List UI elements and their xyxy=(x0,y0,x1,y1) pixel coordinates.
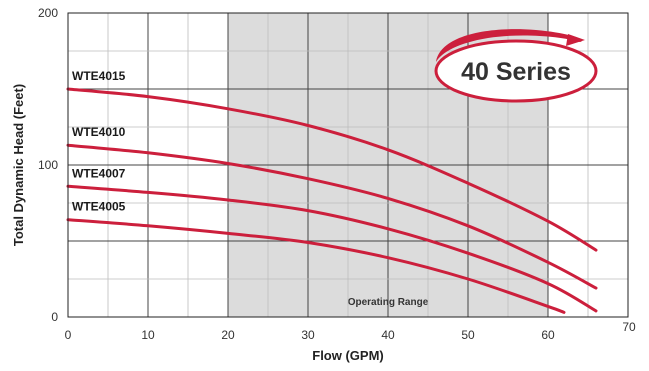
x-tick-label: 0 xyxy=(65,328,72,342)
series-badge: 40 Series xyxy=(434,29,598,103)
curve-label-wte4010: WTE4010 xyxy=(72,125,126,139)
x-tick-label: 50 xyxy=(461,328,475,342)
badge-arrowhead xyxy=(566,34,585,46)
badge-swoosh xyxy=(436,29,582,62)
x-tick-label: 70 xyxy=(622,320,636,334)
x-tick-label: 60 xyxy=(541,328,555,342)
badge-oval xyxy=(434,39,598,103)
curve-wte4010 xyxy=(66,143,598,290)
y-axis-title: Total Dynamic Head (Feet) xyxy=(11,84,26,246)
y-tick-label: 0 xyxy=(51,310,58,324)
curve-label-wte4015: WTE4015 xyxy=(72,69,126,83)
curve-label-wte4005: WTE4005 xyxy=(72,200,126,214)
x-tick-label: 40 xyxy=(381,328,395,342)
curve-wte4015 xyxy=(66,87,598,252)
y-tick-label: 200 xyxy=(38,6,58,20)
curve-wte4007 xyxy=(66,184,598,313)
x-tick-label: 20 xyxy=(221,328,235,342)
series-badge-label: 40 Series xyxy=(461,58,571,86)
x-tick-label: 30 xyxy=(301,328,315,342)
x-tick-label: 10 xyxy=(141,328,155,342)
y-tick-label: 100 xyxy=(38,158,58,172)
x-axis-title: Flow (GPM) xyxy=(312,348,384,363)
curve-label-wte4007: WTE4007 xyxy=(72,166,126,180)
plot-frame xyxy=(67,12,629,318)
curve-wte4005 xyxy=(66,218,566,314)
